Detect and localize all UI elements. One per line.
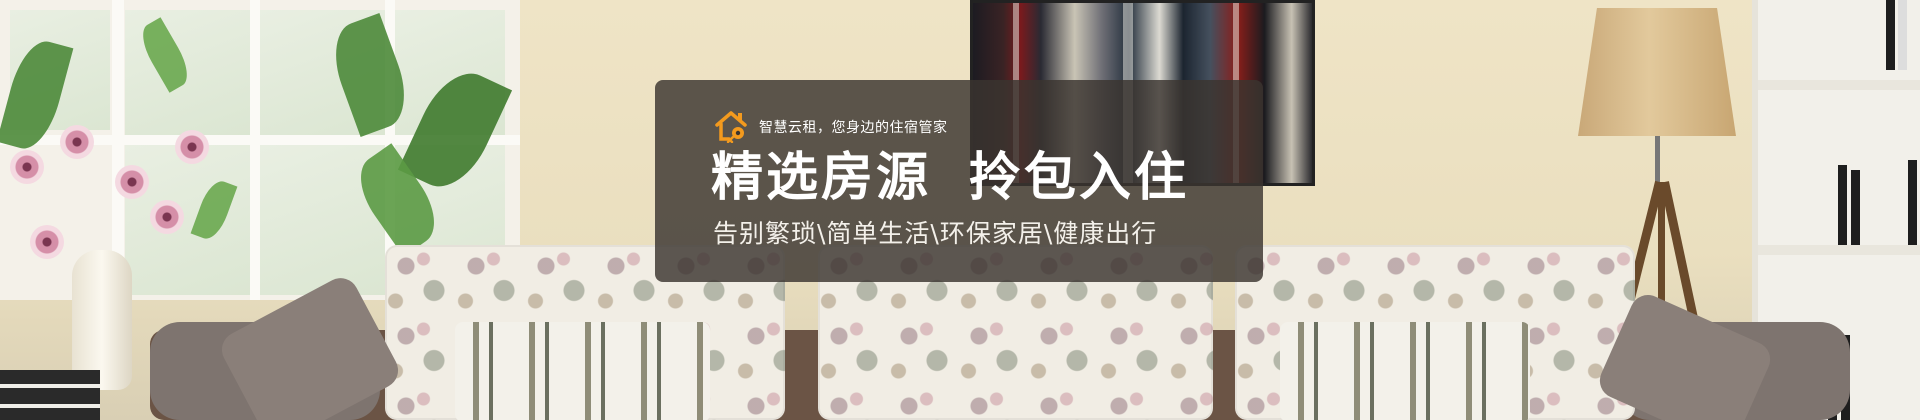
flower [10, 150, 44, 184]
flower [30, 225, 64, 259]
flower [60, 125, 94, 159]
striped-pillow [1280, 322, 1530, 420]
striped-pillow [455, 322, 710, 420]
flower [150, 200, 184, 234]
floor-lamp-pole [1655, 136, 1660, 184]
brand-tagline: 智慧云租，您身边的住宿管家 [759, 117, 948, 137]
floor-lamp-shade [1578, 8, 1736, 136]
headline-part2: 拎包入住 [969, 148, 1189, 208]
headline-part1: 精选房源 [711, 148, 931, 208]
stacked-books [0, 370, 100, 420]
flower [115, 165, 149, 199]
banner-subline: 告别繁琐\简单生活\环保家居\健康出行 [713, 214, 1157, 250]
banner-headline: 精选房源 拎包入住 [711, 152, 1189, 204]
brand-row: 智慧云租，您身边的住宿管家 [715, 111, 948, 143]
flower [175, 130, 209, 164]
banner-text-panel: 智慧云租，您身边的住宿管家 精选房源 拎包入住 告别繁琐\简单生活\环保家居\健康… [655, 80, 1263, 282]
house-key-icon [715, 111, 751, 143]
flower-vase [72, 250, 132, 390]
